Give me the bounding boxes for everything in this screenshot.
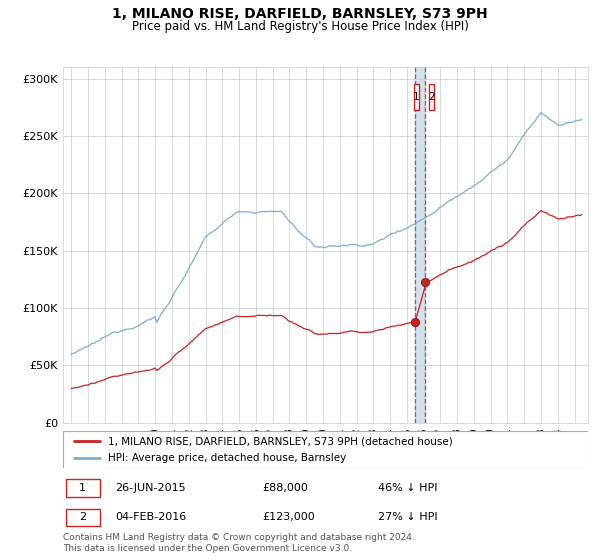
Text: 1, MILANO RISE, DARFIELD, BARNSLEY, S73 9PH: 1, MILANO RISE, DARFIELD, BARNSLEY, S73 … [112,7,488,21]
Text: 1: 1 [413,92,420,102]
Text: 1: 1 [79,483,86,493]
Text: 26-JUN-2015: 26-JUN-2015 [115,483,186,493]
Text: HPI: Average price, detached house, Barnsley: HPI: Average price, detached house, Barn… [107,453,346,463]
Text: Contains HM Land Registry data © Crown copyright and database right 2024.
This d: Contains HM Land Registry data © Crown c… [63,533,415,553]
Text: Price paid vs. HM Land Registry's House Price Index (HPI): Price paid vs. HM Land Registry's House … [131,20,469,32]
Text: 46% ↓ HPI: 46% ↓ HPI [378,483,437,493]
Text: £123,000: £123,000 [263,512,315,522]
Bar [414,85,419,110]
Text: 1, MILANO RISE, DARFIELD, BARNSLEY, S73 9PH (detached house): 1, MILANO RISE, DARFIELD, BARNSLEY, S73 … [107,436,452,446]
Text: 2: 2 [428,92,435,102]
Bar [65,508,100,526]
Text: £88,000: £88,000 [263,483,308,493]
Bar [429,85,434,110]
Text: 2: 2 [79,512,86,522]
Text: 04-FEB-2016: 04-FEB-2016 [115,512,187,522]
Bar [415,67,425,423]
Text: 27% ↓ HPI: 27% ↓ HPI [378,512,437,522]
Bar [65,479,100,497]
